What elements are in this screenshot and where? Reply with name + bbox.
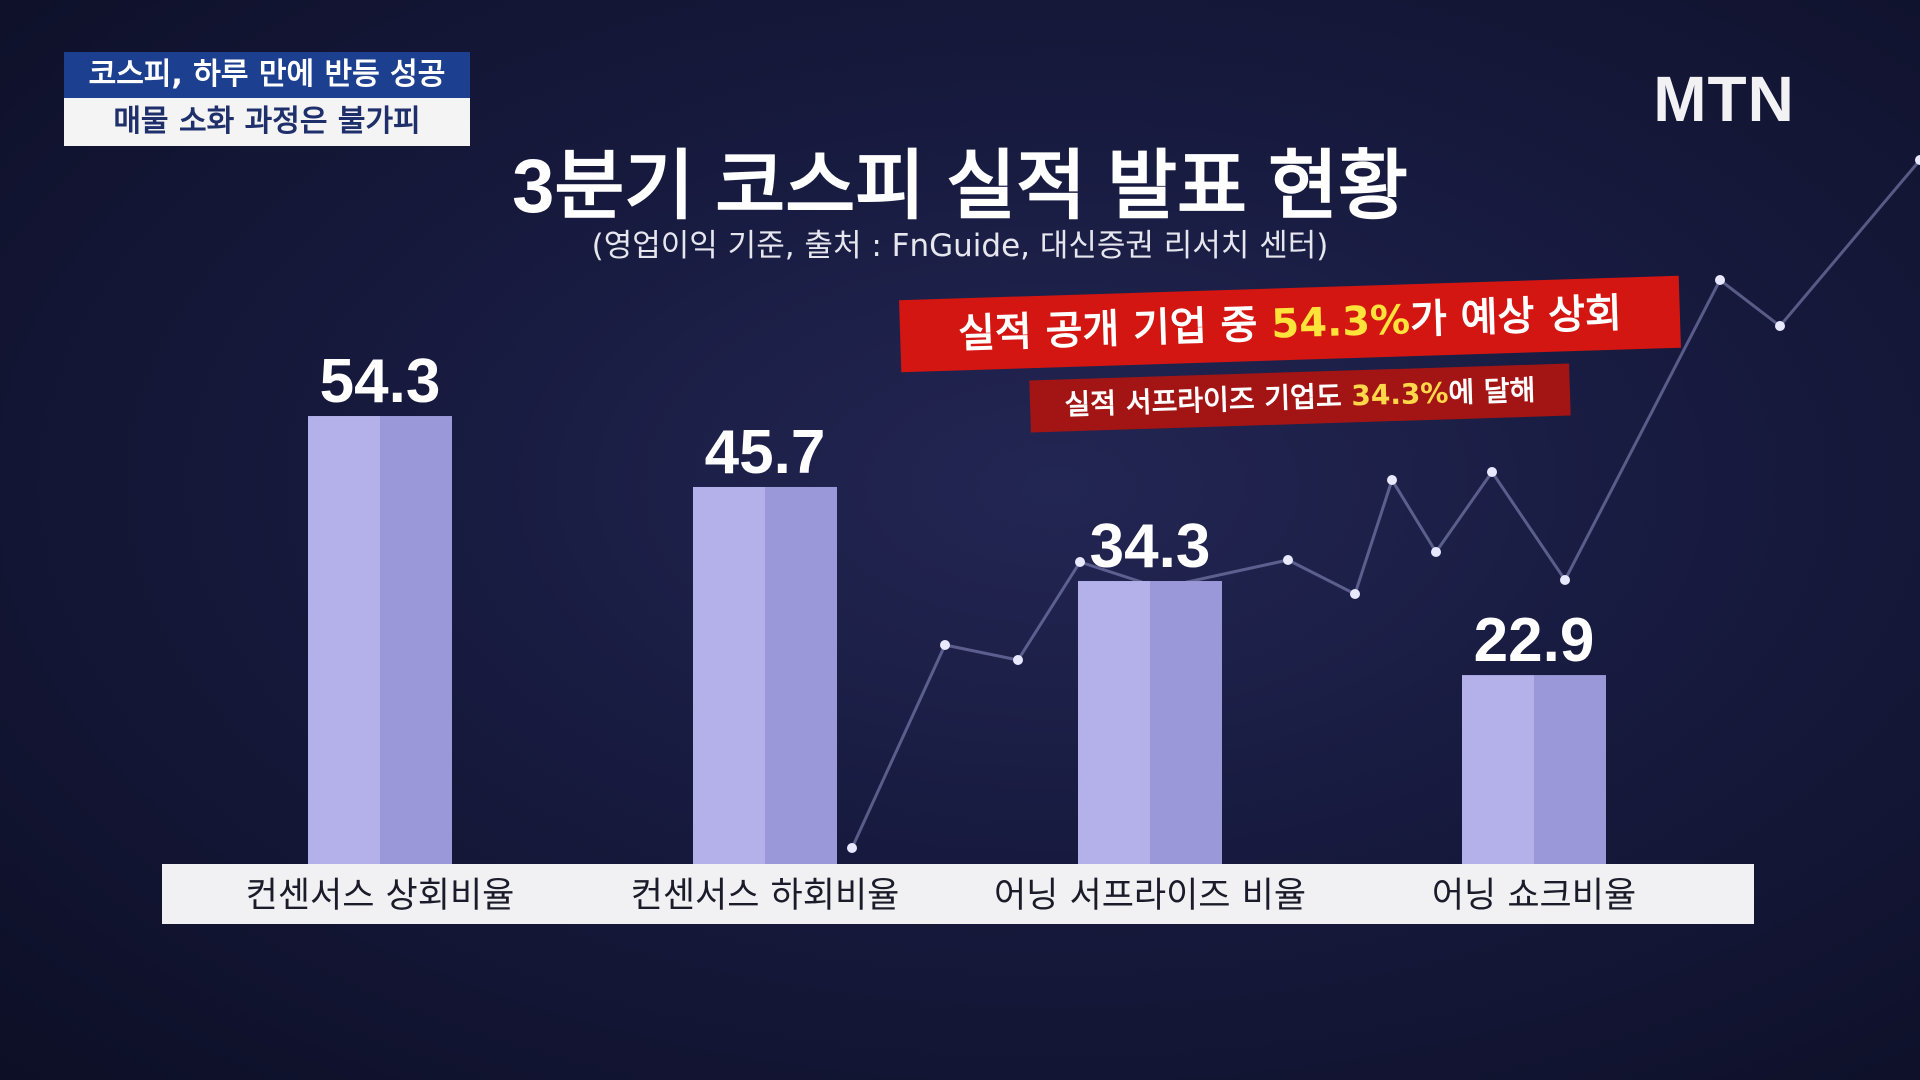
bar-left-half: [693, 486, 765, 864]
trend-dot: [1283, 555, 1293, 565]
bar-right-half: [380, 416, 452, 864]
trend-dot: [1487, 467, 1497, 477]
trend-dot: [1715, 275, 1725, 285]
headline-bottom: 매물 소화 과정은 불가피: [64, 98, 470, 146]
bar-left-half: [1462, 675, 1534, 864]
value-label-group: 54.3 45.7 34.3 22.9: [320, 347, 1595, 675]
chart-title: 3분기 코스피 실적 발표 현황: [512, 144, 1408, 229]
headline-top: 코스피, 하루 만에 반등 성공: [64, 52, 470, 98]
bar: [1078, 581, 1222, 864]
bar-right-half: [1150, 581, 1222, 864]
trend-dot: [1560, 575, 1570, 585]
data-label: 54.3: [320, 347, 441, 416]
bar-right-half: [765, 486, 837, 864]
chart-subtitle: (영업이익 기준, 출처 : FnGuide, 대신증권 리서치 센터): [591, 228, 1329, 264]
bar-right-half: [1534, 675, 1606, 864]
bar-group: [308, 416, 1606, 864]
headline-box: 코스피, 하루 만에 반등 성공 매물 소화 과정은 불가피: [64, 52, 470, 146]
callout-sub-suffix: 에 달해: [1447, 373, 1536, 410]
trend-line: [850, 159, 1920, 849]
trend-dot: [1431, 547, 1441, 557]
trend-dot: [1915, 155, 1920, 165]
bar: [693, 486, 837, 864]
trend-dot: [1350, 589, 1360, 599]
callout-sub-highlight: 34.3%: [1350, 376, 1449, 413]
callout-main-highlight: 54.3%: [1270, 297, 1411, 348]
callout-main-prefix: 실적 공개 기업 중: [957, 301, 1273, 358]
category-band: [162, 864, 1754, 924]
trend-dot: [940, 640, 950, 650]
background-trend-decoration: [847, 155, 1920, 853]
bar-left-half: [1078, 581, 1150, 864]
callout-main-suffix: 가 예상 상회: [1409, 290, 1623, 344]
bar: [308, 416, 452, 864]
callout-sub-prefix: 실적 서프라이즈 기업도: [1064, 379, 1352, 422]
trend-dot: [1387, 475, 1397, 485]
trend-dot: [1775, 321, 1785, 331]
bar-left-half: [308, 416, 380, 864]
data-label: 34.3: [1090, 512, 1211, 581]
mtn-logo: MTN: [1653, 63, 1795, 135]
trend-dot: [1013, 655, 1023, 665]
data-label: 22.9: [1474, 606, 1595, 675]
trend-dot: [1075, 557, 1085, 567]
trend-dot: [847, 843, 857, 853]
bar: [1462, 675, 1606, 864]
data-label: 45.7: [705, 418, 826, 487]
